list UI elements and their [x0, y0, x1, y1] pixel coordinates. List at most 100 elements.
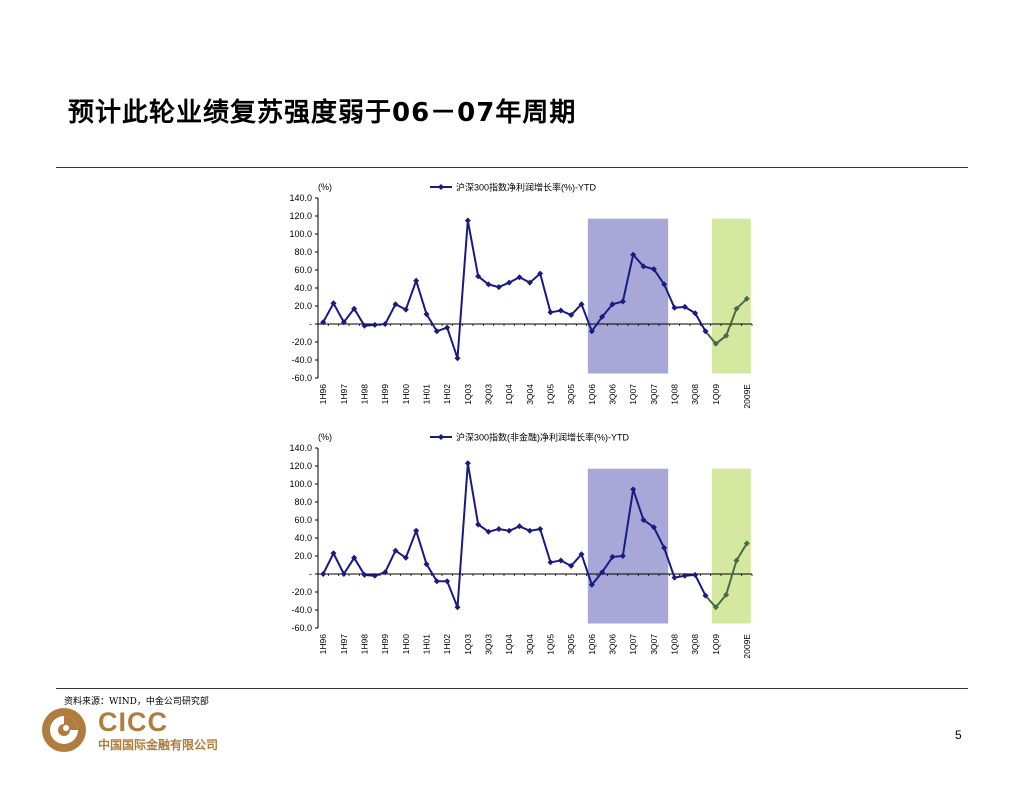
- x-tick-label: 3Q08: [690, 634, 700, 655]
- x-tick-label: 3Q05: [566, 384, 576, 405]
- cicc-logo: CICC 中国国际金融有限公司: [40, 706, 260, 756]
- x-tick-label: 1H96: [318, 384, 328, 405]
- x-tick-label: 2009E: [742, 634, 752, 659]
- data-point: [392, 301, 399, 308]
- shaded-period-2: [711, 218, 751, 374]
- y-tick-label: -: [309, 569, 312, 579]
- data-point: [723, 591, 730, 598]
- x-tick-label: 1Q06: [587, 384, 597, 405]
- data-point: [485, 528, 492, 535]
- data-point: [371, 321, 378, 328]
- data-point: [733, 557, 740, 564]
- data-point: [464, 460, 471, 467]
- data-point: [599, 313, 606, 320]
- x-tick-label: 3Q08: [690, 384, 700, 405]
- data-point: [454, 355, 461, 362]
- x-tick-label: 3Q03: [484, 384, 494, 405]
- x-tick-label: 3Q06: [608, 384, 618, 405]
- data-point: [330, 550, 337, 557]
- data-point: [650, 524, 657, 531]
- data-point: [588, 328, 595, 335]
- x-tick-label: 3Q07: [649, 384, 659, 405]
- x-tick-label: 1Q09: [711, 634, 721, 655]
- y-axis-label: (%): [318, 432, 332, 442]
- x-tick-label: 1H97: [339, 384, 349, 405]
- y-tick-label: 40.0: [294, 533, 312, 543]
- data-point: [640, 263, 647, 270]
- data-point: [692, 310, 699, 317]
- y-tick-label: -40.0: [291, 355, 312, 365]
- data-point: [578, 301, 585, 308]
- data-point: [526, 527, 533, 534]
- page-title: 预计此轮业绩复苏强度弱于06－07年周期: [68, 98, 577, 128]
- y-tick-label: 80.0: [294, 497, 312, 507]
- shaded-period-1: [587, 468, 669, 624]
- data-point: [661, 544, 668, 551]
- data-point: [702, 592, 709, 599]
- data-point: [392, 547, 399, 554]
- x-tick-label: 1Q05: [546, 634, 556, 655]
- y-tick-label: 100.0: [289, 479, 312, 489]
- data-point: [671, 574, 678, 581]
- x-tick-label: 1Q04: [504, 384, 514, 405]
- logo-wordmark: CICC: [98, 707, 168, 737]
- x-tick-label: 1H96: [318, 634, 328, 655]
- chart-hs300-net-profit-growth: 140.0 120.0 100.0 80.0 60.0 40.0 20.0 - -20.0 -40…: [260, 178, 760, 428]
- x-tick-label: 1H98: [360, 634, 370, 655]
- y-tick-label: -60.0: [291, 623, 312, 633]
- y-tick-label: -: [309, 319, 312, 329]
- chart-svg: 140.0 120.0 100.0 80.0 60.0 40.0 20.0 - -20.0 -40…: [289, 432, 753, 659]
- data-point: [568, 312, 575, 318]
- data-point: [516, 274, 523, 281]
- data-point: [588, 581, 595, 588]
- data-point: [568, 562, 575, 569]
- data-point: [444, 578, 451, 585]
- y-tick-label: -60.0: [291, 373, 312, 383]
- y-tick-label: 140.0: [289, 443, 312, 453]
- data-point: [361, 322, 368, 329]
- y-tick-label: -20.0: [291, 587, 312, 597]
- shaded-period-1: [587, 218, 669, 374]
- data-point: [630, 251, 637, 258]
- data-point: [402, 554, 409, 561]
- y-tick-label: -20.0: [291, 337, 312, 347]
- data-point: [423, 561, 430, 568]
- data-point: [485, 281, 492, 288]
- legend-marker: [438, 434, 444, 440]
- data-point: [495, 284, 502, 291]
- y-tick-label: 120.0: [289, 461, 312, 471]
- x-tick-label: 1H01: [422, 384, 432, 405]
- data-point: [371, 572, 378, 579]
- legend-label: 沪深300指数(非金融)净利润增长率(%)-YTD: [456, 432, 630, 443]
- x-tick-label: 3Q04: [525, 634, 535, 655]
- data-point: [495, 526, 502, 532]
- x-tick-label: 3Q06: [608, 634, 618, 655]
- data-point: [619, 298, 626, 305]
- title-divider: [56, 167, 968, 168]
- data-point: [526, 279, 533, 286]
- data-point: [702, 328, 709, 335]
- x-tick-label: 1Q03: [463, 384, 473, 405]
- x-tick-label: 3Q07: [649, 634, 659, 655]
- data-point: [433, 578, 440, 585]
- x-tick-label: 1H99: [380, 634, 390, 655]
- data-point: [516, 523, 523, 530]
- data-point: [330, 300, 337, 307]
- chart-svg: 140.0 120.0 100.0 80.0 60.0 40.0 20.0 - -20.0 -40…: [289, 182, 753, 409]
- data-point: [320, 319, 327, 326]
- x-tick-label: 3Q03: [484, 634, 494, 655]
- y-tick-label: 40.0: [294, 283, 312, 293]
- x-tick-label: 1Q09: [711, 384, 721, 405]
- data-point: [423, 311, 430, 318]
- data-point: [712, 604, 719, 611]
- x-tick-label: 2009E: [742, 384, 752, 409]
- data-point: [413, 277, 420, 284]
- y-tick-label: 20.0: [294, 301, 312, 311]
- data-point: [340, 319, 347, 326]
- data-point: [743, 540, 750, 547]
- x-tick-label: 1Q05: [546, 384, 556, 405]
- data-point: [547, 309, 554, 316]
- data-point: [557, 307, 564, 314]
- data-point: [557, 557, 564, 564]
- x-tick-label: 1H01: [422, 634, 432, 655]
